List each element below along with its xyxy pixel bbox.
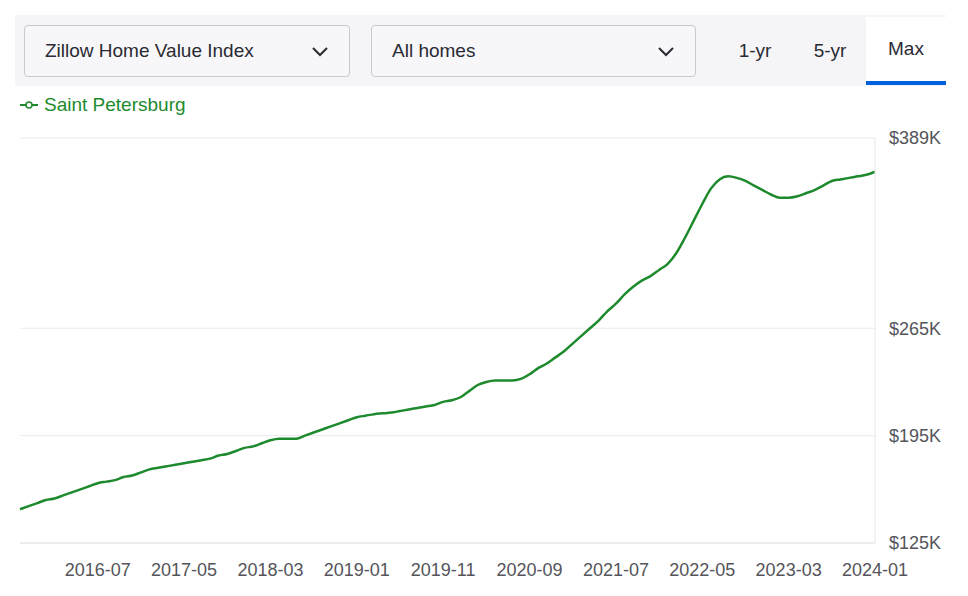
svg-text:$265K: $265K bbox=[889, 319, 941, 339]
svg-text:2019-01: 2019-01 bbox=[324, 560, 390, 580]
svg-text:2024-01: 2024-01 bbox=[842, 560, 908, 580]
svg-text:$389K: $389K bbox=[889, 128, 941, 148]
svg-text:2017-05: 2017-05 bbox=[151, 560, 217, 580]
html-text:All homes: All homes bbox=[392, 40, 476, 61]
svg-text:2019-11: 2019-11 bbox=[411, 560, 476, 580]
svg-text:$125K: $125K bbox=[889, 533, 941, 553]
html-text:Max: Max bbox=[888, 38, 924, 59]
svg-text:2018-03: 2018-03 bbox=[237, 560, 303, 580]
svg-text:2020-09: 2020-09 bbox=[497, 560, 563, 580]
svg-text:2022-05: 2022-05 bbox=[669, 560, 735, 580]
html-text:Saint Petersburg: Saint Petersburg bbox=[44, 94, 186, 115]
svg-text:2021-07: 2021-07 bbox=[583, 560, 649, 580]
html-text:1-yr: 1-yr bbox=[738, 40, 772, 61]
svg-text:2023-03: 2023-03 bbox=[756, 560, 822, 580]
html-text:5-yr: 5-yr bbox=[813, 40, 847, 61]
svg-text:2016-07: 2016-07 bbox=[65, 560, 131, 580]
html-text:Zillow Home Value Index: Zillow Home Value Index bbox=[45, 40, 254, 61]
svg-text:$195K: $195K bbox=[889, 426, 941, 446]
